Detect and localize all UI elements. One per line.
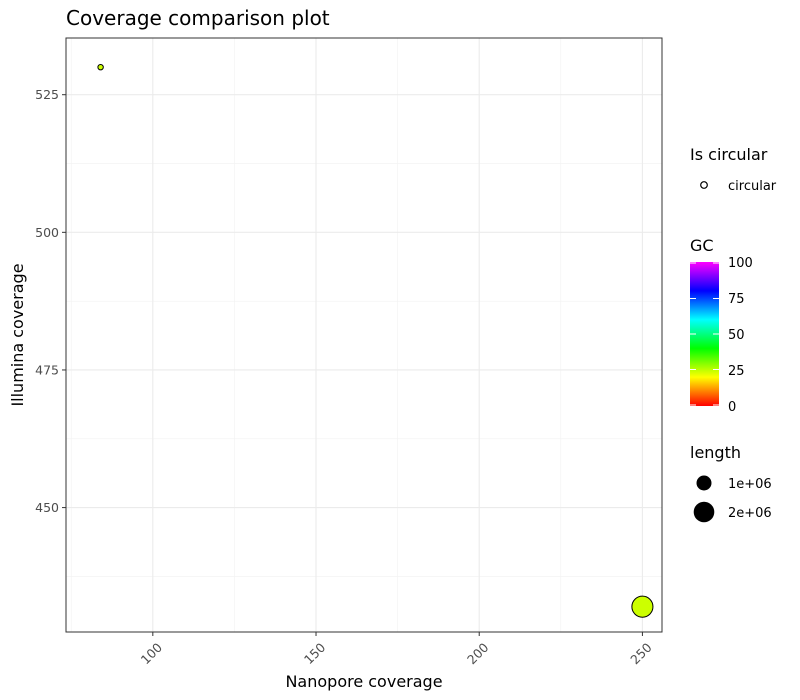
legend-is-circular: Is circular circular bbox=[690, 145, 777, 194]
y-tick-label: 500 bbox=[35, 225, 59, 240]
x-tick-label: 200 bbox=[464, 640, 492, 668]
x-tick-label: 250 bbox=[627, 640, 655, 668]
legend-gc: GC 100 75 50 25 0 bbox=[690, 236, 753, 415]
panel-border bbox=[65, 37, 663, 633]
y-axis: 450 475 500 525 bbox=[35, 87, 66, 515]
x-axis-title: Nanopore coverage bbox=[285, 672, 442, 691]
legend-circular-key bbox=[700, 181, 708, 189]
gc-tick-label-75: 75 bbox=[728, 292, 745, 307]
y-tick-label: 475 bbox=[35, 362, 59, 377]
data-point bbox=[631, 595, 654, 618]
chart-title: Coverage comparison plot bbox=[66, 6, 330, 30]
plot-panel bbox=[66, 38, 662, 632]
legend-label-length-2e6: 2e+06 bbox=[728, 506, 772, 521]
x-axis: 100 150 200 250 bbox=[138, 632, 655, 667]
gc-tick-label-0: 0 bbox=[728, 400, 736, 415]
legend-label-circular: circular bbox=[728, 179, 777, 194]
gc-colorbar-ticks bbox=[690, 262, 719, 406]
data-point bbox=[97, 63, 104, 71]
legend-title-is-circular: Is circular bbox=[690, 145, 768, 164]
legend-title-length: length bbox=[690, 443, 741, 462]
y-axis-title: Illumina coverage bbox=[8, 263, 27, 406]
legend-length-key-1e6 bbox=[696, 475, 712, 491]
legend-title-gc: GC bbox=[690, 236, 714, 255]
gc-tick-label-25: 25 bbox=[728, 364, 745, 379]
gc-tick-label-100: 100 bbox=[728, 256, 753, 271]
data-points bbox=[97, 63, 654, 618]
grid-lines bbox=[66, 38, 662, 632]
legend-label-length-1e6: 1e+06 bbox=[728, 477, 772, 492]
x-tick-label: 150 bbox=[301, 640, 329, 668]
legend-length-key-2e6 bbox=[693, 501, 715, 523]
x-tick-label: 100 bbox=[138, 640, 166, 668]
y-tick-label: 525 bbox=[35, 87, 59, 102]
y-tick-label: 450 bbox=[35, 500, 59, 515]
legend-length: length 1e+06 2e+06 bbox=[690, 443, 772, 523]
gc-tick-label-50: 50 bbox=[728, 328, 745, 343]
